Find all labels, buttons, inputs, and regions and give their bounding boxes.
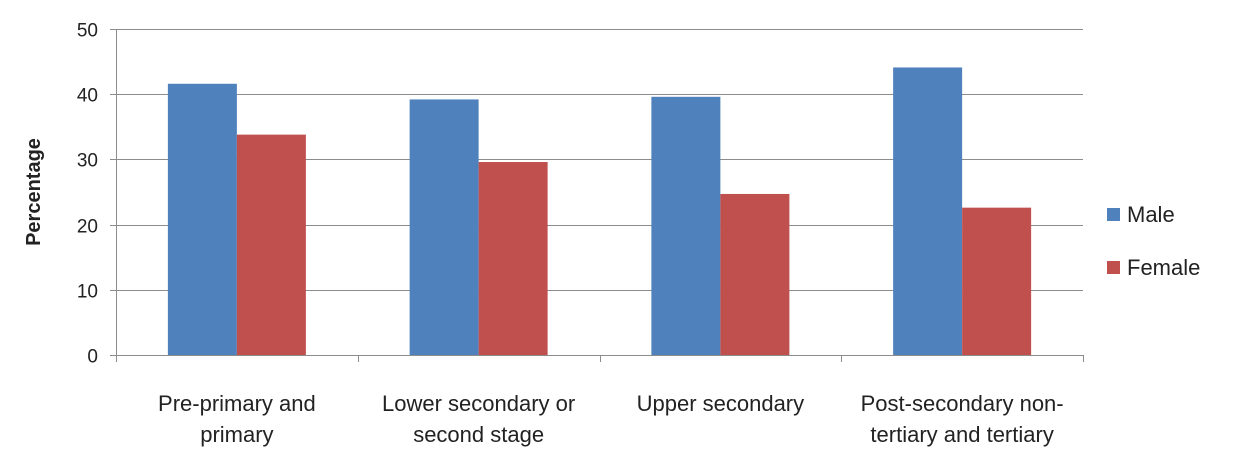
legend-swatch-female: [1107, 261, 1120, 274]
bar-male-2: [409, 99, 479, 355]
y-tick-label: 0: [87, 347, 98, 368]
bar-female-4: [962, 207, 1032, 355]
bar-male-4: [893, 67, 963, 355]
bar-male-1: [167, 83, 237, 355]
y-tick-labels: 0 10 20 30 40 50: [77, 21, 98, 368]
y-tick-label: 10: [77, 282, 98, 303]
bar-male-3: [651, 96, 721, 356]
x-category-label: Post-secondary non-tertiary and tertiary: [861, 391, 1064, 447]
legend-label-female: Female: [1127, 255, 1200, 280]
y-tick-label: 40: [77, 86, 98, 107]
axes: [110, 29, 1084, 362]
y-tick-label: 30: [77, 151, 98, 172]
y-axis-title: Percentage: [23, 138, 45, 246]
y-tick-label: 50: [77, 21, 98, 42]
bars: [167, 67, 1032, 356]
legend-label-male: Male: [1127, 202, 1175, 227]
x-category-label: Upper secondary: [637, 391, 805, 416]
x-category-label: Lower secondary or second stage: [382, 391, 575, 447]
bar-female-2: [478, 162, 548, 355]
y-tick-label: 20: [77, 217, 98, 238]
legend-swatch-male: [1107, 208, 1120, 221]
x-category-labels: Pre-primary and primary Lower secondary or…: [158, 391, 1064, 447]
bar-female-3: [720, 193, 790, 355]
x-category-label: Pre-primary and primary: [158, 391, 316, 447]
legend: Male Female: [1107, 202, 1200, 280]
bar-female-1: [236, 134, 306, 355]
